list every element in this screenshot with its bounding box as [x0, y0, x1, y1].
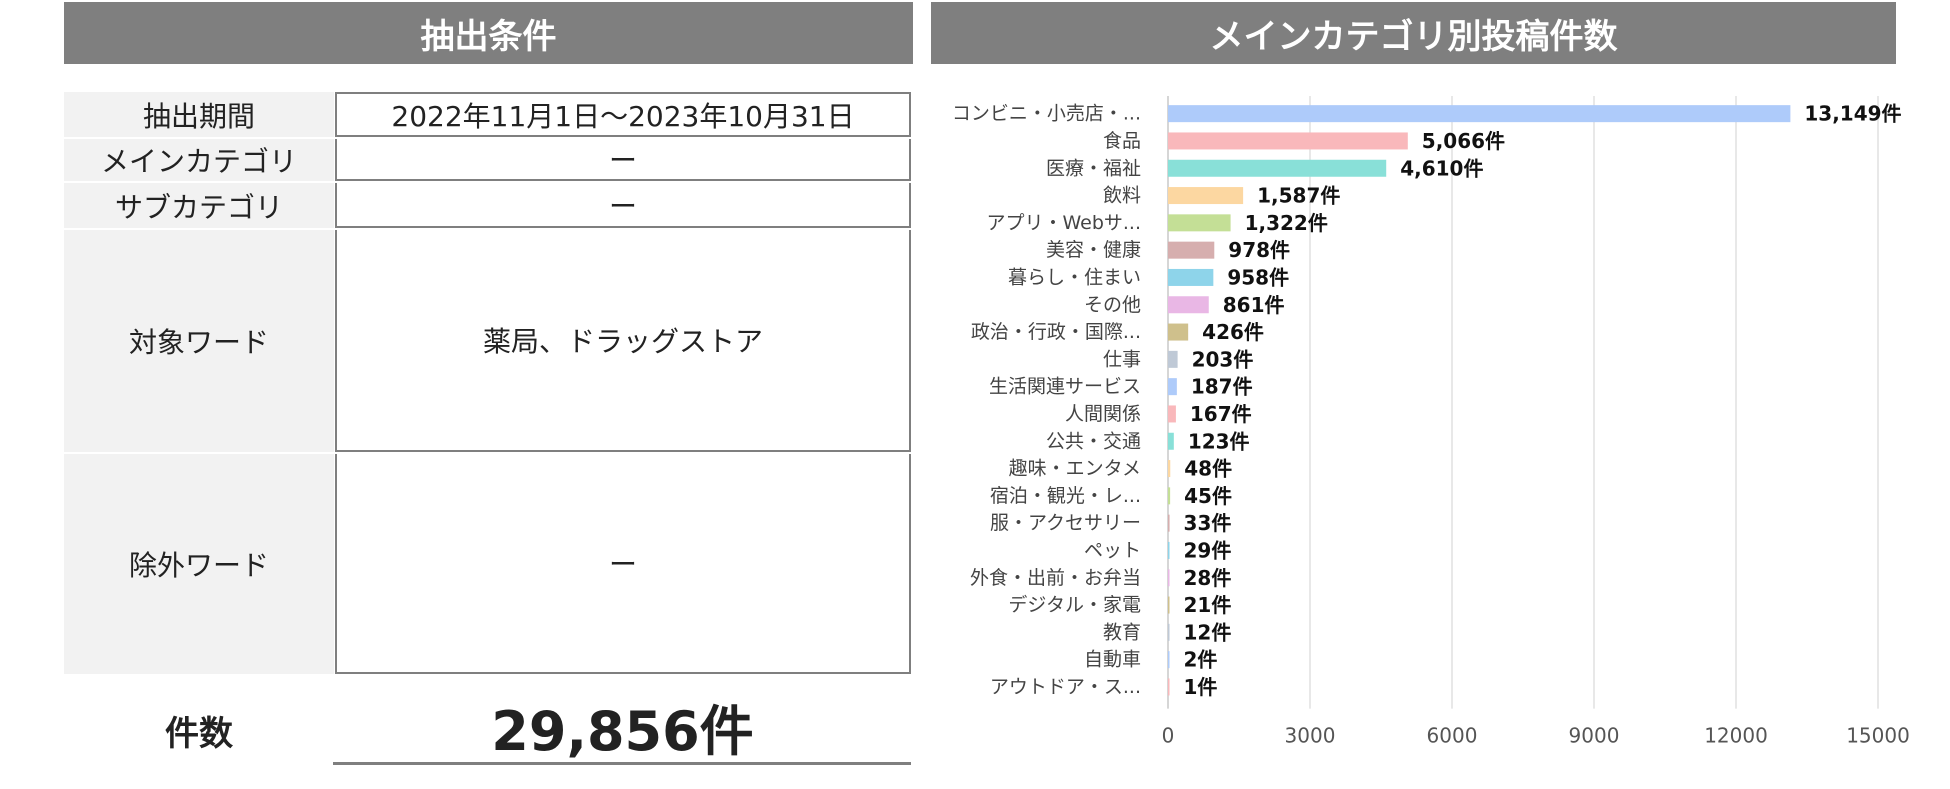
category-label: アプリ・Webサ...: [986, 212, 1141, 234]
data-label: 2件: [1184, 648, 1218, 672]
row-target-words: 対象ワード 薬局、ドラッグストア: [64, 230, 913, 452]
count-underline: [333, 762, 911, 765]
category-label: ペット: [1084, 539, 1141, 561]
x-tick-label: 0: [1162, 724, 1175, 748]
category-label: 外食・出前・お弁当: [970, 567, 1141, 589]
bar: [1168, 214, 1231, 232]
excluded-words-label: 除外ワード: [64, 454, 334, 674]
data-label: 45件: [1184, 484, 1232, 508]
data-label: 123件: [1188, 429, 1250, 453]
data-label: 29件: [1184, 538, 1232, 562]
data-label: 203件: [1192, 347, 1254, 371]
period-value: 2022年11月1日～2023年10月31日: [335, 92, 911, 137]
period-label: 抽出期間: [64, 92, 334, 137]
data-label: 958件: [1227, 265, 1289, 289]
bar: [1168, 296, 1209, 314]
chart-title: メインカテゴリ別投稿件数: [1209, 16, 1618, 57]
bar: [1168, 323, 1189, 341]
bar: [1168, 132, 1408, 150]
sub-category-label: サブカテゴリ: [64, 183, 334, 228]
bar: [1168, 405, 1176, 423]
data-label: 1,587件: [1257, 184, 1340, 208]
conditions-title: 抽出条件: [420, 16, 557, 57]
row-period: 抽出期間 2022年11月1日～2023年10月31日: [64, 92, 913, 137]
data-label: 12件: [1184, 620, 1232, 644]
category-label: 公共・交通: [1046, 430, 1141, 452]
category-label: 美容・健康: [1046, 239, 1141, 261]
category-label: 医療・福祉: [1046, 157, 1141, 179]
data-label: 5,066件: [1422, 129, 1505, 153]
target-words-label: 対象ワード: [64, 230, 334, 452]
category-label: 政治・行政・国際...: [971, 321, 1141, 343]
category-label: 生活関連サービス: [989, 376, 1141, 398]
bar: [1168, 678, 1170, 696]
sub-category-value: ー: [335, 183, 911, 228]
bar: [1168, 432, 1174, 450]
bar: [1168, 487, 1171, 505]
chart-header: メインカテゴリ別投稿件数: [931, 2, 1896, 64]
x-tick-label: 15000: [1846, 724, 1910, 748]
category-label: 飲料: [1103, 185, 1141, 207]
data-label: 1,322件: [1245, 211, 1328, 235]
data-label: 33件: [1184, 511, 1232, 535]
data-label: 21件: [1184, 593, 1232, 617]
main-category-label: メインカテゴリ: [64, 139, 334, 181]
row-sub-category: サブカテゴリ ー: [64, 183, 913, 228]
row-main-category: メインカテゴリ ー: [64, 139, 913, 181]
category-label: その他: [1084, 294, 1141, 316]
data-label: 861件: [1223, 293, 1285, 317]
total-count: 29,856件: [491, 699, 754, 763]
data-label: 978件: [1228, 238, 1290, 262]
bar: [1168, 541, 1170, 559]
target-words-value: 薬局、ドラッグストア: [335, 230, 911, 452]
category-label: 教育: [1103, 621, 1141, 643]
bar: [1168, 569, 1170, 587]
bar: [1168, 187, 1244, 205]
excluded-words-value: ー: [335, 454, 911, 674]
x-tick-label: 3000: [1285, 724, 1336, 748]
data-label: 426件: [1202, 320, 1264, 344]
category-label: 人間関係: [1065, 403, 1141, 425]
data-label: 187件: [1191, 375, 1253, 399]
data-label: 167件: [1190, 402, 1252, 426]
data-label: 48件: [1184, 457, 1232, 481]
count-label: 件数: [165, 713, 233, 754]
category-label: 仕事: [1103, 348, 1141, 370]
data-label: 13,149件: [1804, 102, 1901, 126]
bar: [1168, 378, 1177, 396]
x-tick-label: 12000: [1704, 724, 1768, 748]
category-label: 服・アクセサリー: [990, 512, 1141, 534]
category-label: 宿泊・観光・レ...: [990, 485, 1141, 507]
category-label: 暮らし・住まい: [1008, 266, 1141, 288]
bar: [1168, 159, 1387, 177]
category-label: 食品: [1103, 130, 1141, 152]
data-label: 4,610件: [1400, 156, 1483, 180]
bar: [1168, 350, 1178, 368]
data-label: 1件: [1184, 675, 1218, 699]
category-label: デジタル・家電: [1008, 594, 1141, 616]
category-label: アウトドア・ス...: [990, 676, 1141, 698]
bar: [1168, 105, 1791, 123]
bar: [1168, 514, 1170, 532]
conditions-header: 抽出条件: [64, 2, 913, 64]
bar: [1168, 268, 1214, 286]
data-label: 28件: [1184, 566, 1232, 590]
category-label: コンビニ・小売店・...: [952, 103, 1141, 125]
category-bar-chart: 0 3000 6000 9000 12000 15000 コンビニ・小売店・... 13,14…: [952, 96, 1910, 748]
bar: [1168, 596, 1170, 614]
category-label: 趣味・エンタメ: [1009, 458, 1141, 480]
bar: [1168, 623, 1170, 641]
bar: [1168, 460, 1171, 478]
x-tick-label: 9000: [1569, 724, 1620, 748]
main-category-value: ー: [335, 139, 911, 181]
row-excluded-words: 除外ワード ー: [64, 454, 913, 674]
bar: [1168, 651, 1170, 669]
bar: [1168, 241, 1215, 259]
category-label: 自動車: [1084, 649, 1141, 671]
x-tick-label: 6000: [1427, 724, 1478, 748]
